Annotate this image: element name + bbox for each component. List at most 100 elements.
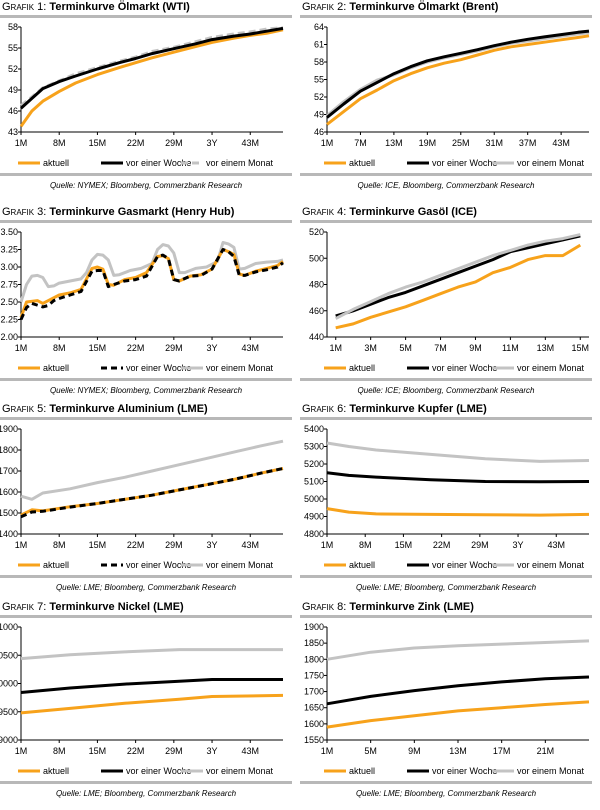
legend-label-monat: vor einem Monat [206,766,274,776]
y-tick-label: 500 [309,253,324,263]
chart-panel-4: Grafik 4: Terminkurve Gasöl (ICE) Quelle… [300,205,600,410]
x-tick-label: 22M [433,540,451,550]
title-divider [300,417,592,420]
axes [326,232,589,338]
source-divider [0,575,292,578]
chart-title-text: Terminkurve Nickel (LME) [49,601,184,613]
chart-title: Grafik 7: Terminkurve Nickel (LME) [2,601,184,613]
y-tick-label: 1700 [0,466,18,476]
x-tick-label: 1M [321,138,334,148]
y-tick-label: 5100 [304,477,324,487]
source-divider [0,781,292,784]
y-tick-label: 1900 [0,424,18,434]
axes [326,27,589,133]
y-tick-label: 3.00 [0,262,18,272]
series-line-aktuell [19,28,284,128]
y-tick-label: 1700 [304,687,324,697]
chart-title-text: Terminkurve Aluminium (LME) [49,403,208,415]
x-tick-label: 43M [552,138,570,148]
y-tick-label: 2.50 [0,297,18,307]
series-line-woche [335,234,581,318]
series-line-aktuell [335,243,582,330]
y-tick-label: 440 [309,332,324,342]
x-tick-label: 1M [15,343,28,353]
series-line-woche [326,29,590,119]
y-tick-label: 10500 [0,650,18,660]
chart-svg: 43 46 49 52 55 58 1M 8M 15M 22M 29M 3Y 43M aktuell vor… [8,22,284,168]
x-tick-label: 5M [364,746,377,756]
series-line-woche [20,678,283,694]
legend-label-aktuell: aktuell [349,560,375,570]
legend-label-monat: vor einem Monat [206,363,274,373]
chart-panel-7: Grafik 7: Terminkurve Nickel (LME) Quell… [0,600,300,805]
legend-label-monat: vor einem Monat [517,560,585,570]
x-tick-label: 8M [53,343,66,353]
chart-title: Grafik 4: Terminkurve Gasöl (ICE) [302,206,477,218]
x-tick-label: 8M [53,540,66,550]
y-tick-label: 1600 [304,719,324,729]
y-tick-label: 1400 [0,529,18,539]
y-tick-label: 10000 [0,679,18,689]
x-tick-label: 29M [165,343,183,353]
chart-title-text: Terminkurve Ölmarkt (Brent) [349,1,499,13]
chart-title: Grafik 3: Terminkurve Gasmarkt (Henry Hu… [2,206,234,218]
chart-source: Quelle: LME; Bloomberg, Commerzbank Rese… [55,789,237,798]
chart-svg: 2.00 2.25 2.50 2.75 3.00 3.25 3.50 1M 8M 15M 22M 29… [0,227,284,373]
y-tick-label: 1800 [0,445,18,455]
series-line-woche [20,467,284,519]
chart-svg: 4800 4900 5000 5100 5200 5300 5400 1M 8M 15M 22M 29… [304,424,590,570]
legend-label-monat: vor einem Monat [517,766,585,776]
legend-label-aktuell: aktuell [349,363,375,373]
legend-label-woche: vor einer Woche [432,363,497,373]
axes [326,429,589,535]
chart-title-text: Terminkurve Zink (LME) [349,601,474,613]
x-tick-label: 13M [385,138,403,148]
series-line-monat [326,31,590,117]
y-tick-label: 2.75 [0,280,18,290]
title-divider [0,220,292,223]
legend-label-monat: vor einem Monat [517,158,585,168]
chart-panel-3: Grafik 3: Terminkurve Gasmarkt (Henry Hu… [0,205,300,410]
series-line-monat [326,441,590,463]
source-divider [0,378,292,381]
axes [326,627,589,741]
y-tick-label: 2.25 [0,315,18,325]
series-line-monat [20,648,283,661]
x-tick-label: 43M [241,138,259,148]
series-line-monat [20,26,284,107]
x-tick-label: 8M [359,540,372,550]
title-divider [300,15,592,18]
x-tick-label: 29M [165,540,183,550]
y-tick-label: 52 [314,92,324,102]
x-tick-label: 9M [408,746,421,756]
chart-number: Grafik 5: [2,403,47,415]
chart-title: Grafik 8: Terminkurve Zink (LME) [302,601,474,613]
series-line-monat [20,439,284,501]
chart-source: Quelle: ICE, Bloomberg, Commerzbank Rese… [357,181,535,190]
x-tick-label: 1M [15,540,28,550]
series-line-woche [19,26,284,110]
x-tick-label: 5M [399,343,412,353]
x-tick-label: 22M [127,746,145,756]
series-line-monat [326,639,590,661]
y-tick-label: 64 [314,22,324,32]
chart-title: Grafik 6: Terminkurve Kupfer (LME) [302,403,487,415]
chart-number: Grafik 7: [2,601,47,613]
x-tick-label: 22M [127,343,145,353]
x-tick-label: 22M [127,540,145,550]
y-tick-label: 4800 [304,529,324,539]
y-tick-label: 5300 [304,442,324,452]
axes [20,232,283,338]
x-tick-label: 8M [53,746,66,756]
legend-label-woche: vor einer Woche [432,766,497,776]
legend-label-monat: vor einem Monat [206,560,274,570]
y-tick-label: 58 [314,57,324,67]
x-tick-label: 1M [329,343,342,353]
source-divider [300,173,592,176]
y-tick-label: 49 [314,110,324,120]
chart-svg: 1550 1600 1650 1700 1750 1800 1850 1900 1M 5M 9M 13… [304,622,590,776]
y-tick-label: 1850 [304,638,324,648]
series-line-aktuell [326,507,590,517]
y-tick-label: 1900 [304,622,324,632]
y-tick-label: 52 [8,64,18,74]
